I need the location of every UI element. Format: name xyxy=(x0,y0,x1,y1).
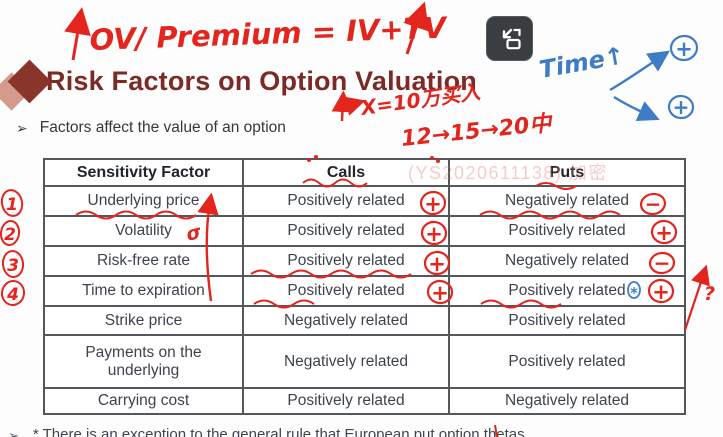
row-number-circle xyxy=(0,220,21,246)
cell-factor: Underlying price xyxy=(43,185,244,217)
row-number: 2 xyxy=(4,225,16,245)
cell-calls: Positively related xyxy=(242,275,450,307)
cell-calls: Positively related xyxy=(242,185,450,217)
table-row: Strike price Negatively related Positive… xyxy=(43,305,686,336)
cell-factor: Risk-free rate xyxy=(43,245,244,277)
cell-calls: Positively related xyxy=(242,215,450,247)
arrow-bullet-icon: ➢ xyxy=(16,120,28,136)
annotation-question: ? xyxy=(704,283,715,305)
small-right-arrow xyxy=(343,96,366,116)
cell-calls: Negatively related xyxy=(242,305,450,336)
cell-factor: Carrying cost xyxy=(43,387,244,415)
cell-factor: Time to expiration xyxy=(43,275,244,307)
table-row: Volatility Positively related Positively… xyxy=(43,215,686,247)
row-number-circle xyxy=(1,250,25,278)
exit-fullscreen-button[interactable] xyxy=(486,16,533,61)
annotation-time-note: Time↑ xyxy=(537,41,627,84)
formula-up-arrow-left xyxy=(64,7,91,61)
cell-calls: Positively related xyxy=(242,387,450,415)
options-sensitivity-table: Sensitivity Factor Calls Puts Underlying… xyxy=(43,158,686,415)
cell-puts: Positively related xyxy=(448,215,686,247)
watermark: (YS2020611138) 加密 xyxy=(408,163,608,183)
time-call-plus-circle xyxy=(669,34,699,62)
time-arrow-up xyxy=(609,50,670,92)
cell-calls: Negatively related xyxy=(242,334,450,389)
page-title: Risk Factors on Option Valuation xyxy=(46,66,477,96)
cell-puts: Positively related xyxy=(448,334,686,389)
footnote-text: * There is an exception to the general r… xyxy=(32,426,525,437)
subtitle-text: Factors affect the value of an option xyxy=(39,119,286,136)
time-put-plus-circle xyxy=(667,94,695,120)
question-arrow xyxy=(683,264,710,331)
subtitle-bullet-line: ➢ Factors affect the value of an option xyxy=(16,119,286,138)
table-row: Underlying price Positively related Nega… xyxy=(43,185,686,217)
row-number-circle xyxy=(0,280,26,306)
footnote: ➢ * There is an exception to the general… xyxy=(8,426,723,437)
table-row: Carrying cost Positively related Negativ… xyxy=(43,387,686,415)
time-arrow-down xyxy=(613,95,660,121)
annotation-sequence-note: 12→15→20中 xyxy=(400,111,554,152)
cell-puts: Negatively related xyxy=(448,387,686,415)
cell-puts: Positively related xyxy=(448,305,686,336)
table-row: Payments on the underlying Negatively re… xyxy=(43,334,686,389)
cell-puts: Negatively related xyxy=(448,245,686,277)
time-put-plus: + xyxy=(673,95,690,119)
cell-factor: Payments on the underlying xyxy=(43,334,244,389)
row-number: 4 xyxy=(6,285,19,305)
table-row: Risk-free rate Positively related Negati… xyxy=(43,245,686,277)
cell-calls: Positively related xyxy=(242,245,450,277)
time-call-plus: + xyxy=(675,37,693,61)
cell-puts: Positively related xyxy=(448,275,686,307)
cell-factor: Strike price xyxy=(43,305,244,336)
arrow-bullet-icon: ➢ xyxy=(8,428,19,437)
annotation-formula: OV/ Premium = IV+TV xyxy=(89,10,449,57)
row-number-circle xyxy=(0,189,24,217)
exit-fullscreen-icon xyxy=(502,28,521,50)
table-row: Time to expiration Positively related Po… xyxy=(43,275,686,307)
row-number: 3 xyxy=(7,256,19,276)
cell-puts: Negatively related xyxy=(448,185,686,217)
cell-factor: Volatility xyxy=(43,215,244,247)
option-up-tick xyxy=(331,90,354,122)
formula-up-arrow-right xyxy=(403,1,429,55)
col-header-sensitivity-factor: Sensitivity Factor xyxy=(43,158,244,187)
row-number: 1 xyxy=(6,195,18,215)
